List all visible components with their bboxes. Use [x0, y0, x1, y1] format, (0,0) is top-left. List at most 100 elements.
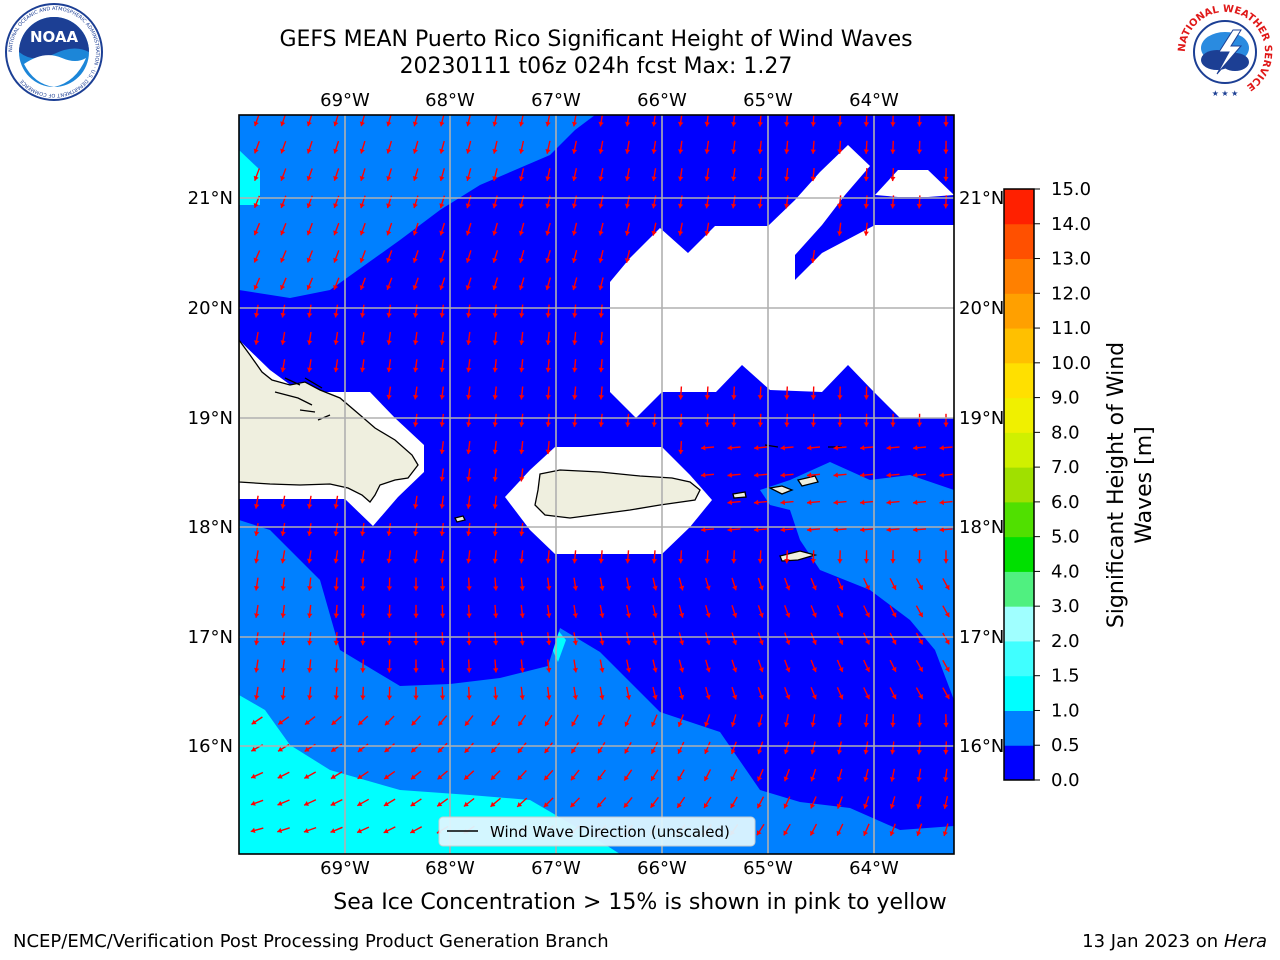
wave-arrowhead [783, 749, 789, 755]
wave-arrowhead [624, 176, 631, 181]
wave-arrowhead [518, 148, 525, 154]
wave-arrowhead [730, 776, 736, 782]
lat-label: 19°N [959, 408, 1004, 429]
wave-arrowhead [598, 313, 604, 318]
wave-arrowhead [807, 445, 812, 451]
wave-arrowhead [598, 258, 604, 263]
wave-arrowhead [758, 640, 764, 645]
wave-arrowhead [254, 613, 260, 618]
colorbar-tick-label: 14.0 [1051, 214, 1091, 235]
wave-arrowhead [785, 612, 791, 618]
wave-arrowhead [784, 203, 790, 209]
wave-arrowhead [780, 527, 785, 533]
wave-arrowhead [439, 257, 445, 263]
colorbar-segment [1004, 745, 1034, 781]
wave-arrowhead [598, 121, 604, 127]
wave-arrowhead [466, 422, 472, 427]
wave-arrowhead [465, 203, 471, 209]
wave-arrowhead [411, 747, 417, 753]
lat-label: 20°N [188, 298, 233, 319]
colorbar-tick-label: 6.0 [1051, 492, 1080, 513]
colorbar-tick-label: 12.0 [1051, 283, 1091, 304]
wave-arrowhead [413, 668, 419, 673]
wave-arrowhead [913, 472, 918, 478]
wave-arrowhead [492, 203, 498, 209]
wave-arrowhead [810, 776, 816, 782]
wave-arrowhead [439, 422, 445, 427]
wave-arrowhead [863, 722, 869, 728]
colorbar-tick-label: 4.0 [1051, 561, 1080, 582]
wave-arrowhead [704, 776, 709, 781]
wave-arrowhead [253, 203, 259, 208]
wave-arrowhead [886, 527, 891, 533]
wave-arrowhead [837, 149, 843, 154]
wave-arrowhead [918, 694, 923, 699]
wave-arrowhead [519, 613, 525, 618]
wave-arrowhead [863, 559, 870, 564]
wave-arrowhead [465, 257, 471, 263]
wave-arrowhead [837, 203, 843, 209]
wave-arrowhead [916, 722, 923, 728]
wave-arrowhead [280, 504, 286, 509]
wave-arrowhead [333, 668, 339, 673]
wave-arrowhead [943, 176, 949, 182]
wave-arrowhead [599, 613, 605, 618]
wave-arrowhead [412, 285, 418, 290]
wave-arrowhead [412, 257, 418, 263]
wave-arrowhead [731, 422, 737, 427]
wave-arrowhead [757, 776, 763, 782]
wave-arrowhead [916, 749, 922, 755]
wave-arrowhead [306, 203, 312, 208]
wave-arrowhead [492, 558, 498, 564]
wave-arrowhead [944, 666, 950, 672]
wave-arrowhead [413, 695, 419, 700]
wave-arrowhead [254, 640, 260, 646]
wave-arrowhead [413, 422, 419, 427]
wave-arrowhead [465, 720, 470, 726]
wave-arrowhead [571, 748, 576, 754]
wave-arrowhead [518, 258, 524, 263]
wave-arrowhead [439, 586, 446, 591]
wave-arrowhead [280, 586, 286, 591]
wave-arrowhead [836, 776, 842, 782]
wave-arrowhead [624, 775, 629, 781]
branch-credit: NCEP/EMC/Verification Post Processing Pr… [13, 931, 609, 952]
wave-arrowhead [838, 694, 844, 700]
wave-arrowhead [330, 801, 336, 806]
lon-label: 69°W [320, 90, 370, 111]
wave-arrowhead [466, 668, 472, 673]
wave-arrowhead [891, 694, 897, 700]
wave-arrowhead [360, 340, 366, 345]
wave-arrowhead [863, 395, 870, 400]
wave-arrowhead [732, 667, 738, 673]
wave-arrowhead [492, 176, 498, 181]
nws-logo-icon: NATIONAL WEATHER SERVICE ★ ★ ★ [1177, 4, 1273, 100]
wave-arrowhead [625, 667, 632, 673]
wave-arrowhead [571, 121, 578, 127]
wave-arrowhead [757, 722, 763, 727]
wave-arrowhead [679, 694, 685, 700]
wave-arrowhead [783, 830, 789, 836]
colorbar-segment [1004, 397, 1034, 433]
wave-arrowhead [625, 558, 631, 564]
wave-arrowhead [704, 395, 710, 400]
wave-arrowhead [384, 774, 390, 779]
wave-arrowhead [730, 749, 736, 754]
wave-arrowhead [572, 667, 578, 673]
wave-arrowhead [518, 230, 524, 236]
wave-arrowhead [890, 559, 896, 564]
noaa-logo-text: NOAA [30, 28, 79, 46]
wave-arrowhead [492, 449, 498, 455]
wave-arrowhead [519, 367, 525, 373]
wave-arrowhead [865, 639, 870, 645]
wave-arrowhead [254, 695, 260, 700]
wave-arrowhead [518, 721, 523, 726]
wave-arrowhead [913, 499, 918, 506]
wave-arrowhead [437, 801, 443, 807]
wave-arrowhead [916, 559, 923, 564]
wave-arrowhead [333, 148, 339, 154]
wave-arrowhead [944, 639, 950, 645]
wave-arrowhead [251, 746, 257, 752]
wave-arrowhead [304, 774, 310, 779]
wave-arrowhead [519, 449, 525, 455]
